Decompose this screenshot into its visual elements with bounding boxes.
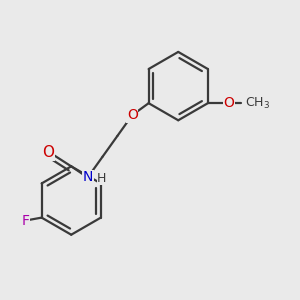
- Text: O: O: [127, 108, 138, 122]
- Text: N: N: [82, 170, 93, 184]
- Text: CH$_3$: CH$_3$: [245, 96, 270, 111]
- Text: F: F: [21, 214, 29, 228]
- Text: O: O: [223, 96, 234, 110]
- Text: H: H: [97, 172, 106, 185]
- Text: O: O: [42, 146, 54, 160]
